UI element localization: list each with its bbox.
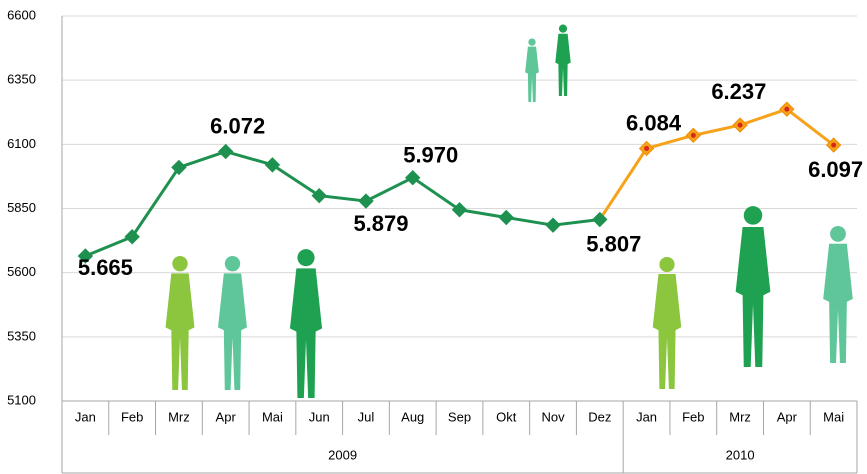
x-tick-label: Mai — [262, 409, 283, 424]
y-tick-label: 5350 — [7, 328, 36, 343]
x-tick-label: Mai — [823, 409, 844, 424]
point-marker — [405, 169, 421, 186]
x-tick-label: Dez — [588, 409, 611, 424]
x-tick-label: Okt — [496, 409, 517, 424]
point-marker — [311, 187, 327, 204]
silhouette — [165, 255, 195, 390]
x-tick-label: Feb — [682, 409, 704, 424]
point-marker-dot — [784, 106, 790, 112]
x-tick-label: Feb — [121, 409, 143, 424]
value-label: 6.084 — [626, 110, 682, 135]
silhouette — [735, 206, 771, 367]
silhouette — [555, 24, 571, 96]
point-marker — [358, 193, 374, 209]
x-tick-label: Apr — [777, 409, 798, 424]
value-label: 5.807 — [586, 231, 641, 256]
x-tick-label: Apr — [216, 409, 237, 424]
x-tick-label: Aug — [401, 409, 424, 424]
x-tick-label: Jul — [358, 409, 375, 424]
value-label: 6.237 — [711, 79, 766, 104]
value-label: 6.072 — [210, 113, 265, 138]
x-tick-label: Sep — [448, 409, 471, 424]
point-marker — [171, 159, 187, 176]
silhouette — [289, 249, 323, 398]
value-label: 5.665 — [78, 255, 133, 280]
silhouette — [652, 256, 682, 389]
point-marker — [217, 143, 234, 160]
value-label: 6.097 — [808, 157, 863, 182]
series-line — [84, 150, 600, 258]
point-marker — [545, 217, 561, 233]
value-label: 5.879 — [353, 211, 408, 236]
point-marker — [264, 157, 281, 173]
group-label: 2010 — [726, 447, 755, 462]
y-tick-label: 5850 — [7, 200, 36, 215]
x-tick-label: Jan — [636, 409, 657, 424]
y-tick-label: 6100 — [7, 136, 36, 151]
point-marker-dot — [737, 122, 743, 128]
x-tick-label: Jan — [75, 409, 96, 424]
group-label: 2009 — [328, 447, 357, 462]
point-marker — [498, 209, 514, 226]
x-tick-label: Mrz — [729, 409, 751, 424]
y-tick-label: 5100 — [7, 392, 36, 407]
point-marker-dot — [644, 145, 650, 151]
silhouette — [218, 255, 247, 390]
point-marker — [592, 211, 608, 228]
y-tick-label: 5600 — [7, 264, 36, 279]
point-marker — [451, 202, 468, 218]
silhouette — [525, 38, 539, 102]
point-marker — [77, 248, 94, 264]
y-tick-label: 6600 — [7, 7, 36, 22]
point-marker-dot — [690, 132, 696, 138]
point-marker — [124, 229, 140, 245]
series-line — [598, 107, 835, 221]
x-tick-label: Jun — [309, 409, 330, 424]
y-tick-label: 6350 — [7, 72, 36, 87]
silhouette — [823, 225, 853, 363]
value-label: 5.970 — [403, 143, 458, 168]
x-tick-label: Mrz — [168, 409, 190, 424]
x-tick-label: Nov — [541, 409, 565, 424]
point-marker-dot — [831, 142, 837, 148]
